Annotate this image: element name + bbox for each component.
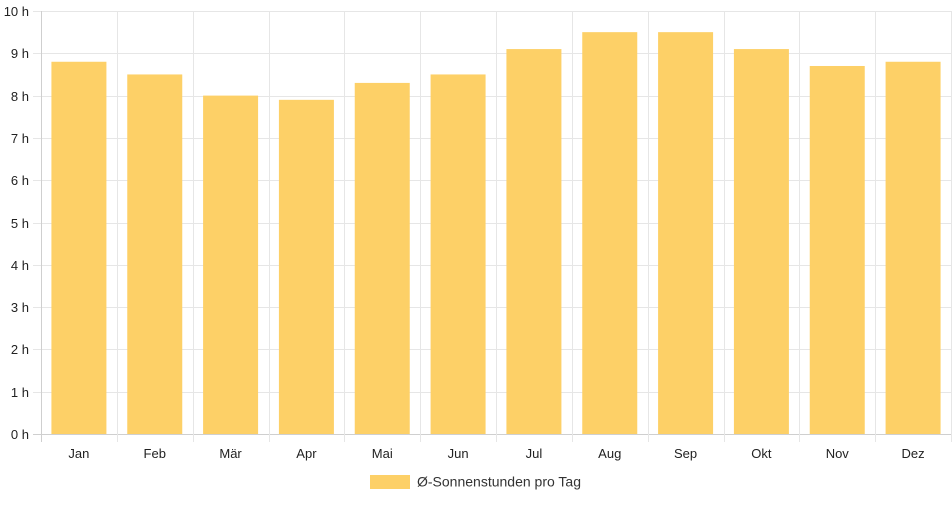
legend-swatch: [370, 475, 410, 489]
bar-aug[interactable]: [582, 32, 638, 435]
x-tick-label: Mär: [219, 446, 242, 461]
x-axis: Jan Feb Mär Apr Mai Jun Jul Aug Sep Okt Nov Dez: [68, 446, 924, 461]
bars: [51, 32, 941, 435]
y-tick-label: 3 h: [11, 300, 29, 315]
x-tick-label: Mai: [372, 446, 393, 461]
bar-dez[interactable]: [885, 61, 941, 434]
y-tick-label: 10 h: [4, 4, 29, 19]
x-tick-label: Jul: [526, 446, 543, 461]
bar-feb[interactable]: [127, 74, 183, 434]
y-tick-label: 7 h: [11, 131, 29, 146]
x-tick-label: Jun: [448, 446, 469, 461]
bar-sep[interactable]: [658, 32, 714, 435]
x-tick-label: Sep: [674, 446, 697, 461]
bar-mär[interactable]: [203, 95, 259, 434]
bar-jun[interactable]: [430, 74, 486, 434]
y-tick-label: 8 h: [11, 89, 29, 104]
y-tick-label: 5 h: [11, 216, 29, 231]
bar-jan[interactable]: [51, 61, 107, 434]
x-tick-label: Dez: [902, 446, 925, 461]
bar-mai[interactable]: [354, 82, 410, 434]
x-tick-label: Aug: [598, 446, 621, 461]
grid: [33, 11, 952, 442]
y-tick-label: 9 h: [11, 46, 29, 61]
y-tick-label: 0 h: [11, 427, 29, 442]
x-tick-label: Okt: [751, 446, 772, 461]
x-tick-label: Nov: [826, 446, 850, 461]
bar-okt[interactable]: [733, 49, 789, 434]
x-tick-label: Feb: [144, 446, 166, 461]
bar-apr[interactable]: [278, 99, 334, 434]
y-axis: 0 h 1 h 2 h 3 h 4 h 5 h 6 h 7 h 8 h 9 h 10 h: [4, 4, 29, 442]
legend[interactable]: Ø-Sonnenstunden pro Tag: [370, 474, 581, 490]
y-tick-label: 1 h: [11, 385, 29, 400]
legend-label: Ø-Sonnenstunden pro Tag: [417, 474, 581, 490]
y-tick-label: 4 h: [11, 258, 29, 273]
bar-jul[interactable]: [506, 49, 562, 434]
x-tick-label: Apr: [296, 446, 317, 461]
x-tick-label: Jan: [68, 446, 89, 461]
bar-nov[interactable]: [809, 65, 865, 435]
y-tick-label: 2 h: [11, 342, 29, 357]
y-tick-label: 6 h: [11, 173, 29, 188]
